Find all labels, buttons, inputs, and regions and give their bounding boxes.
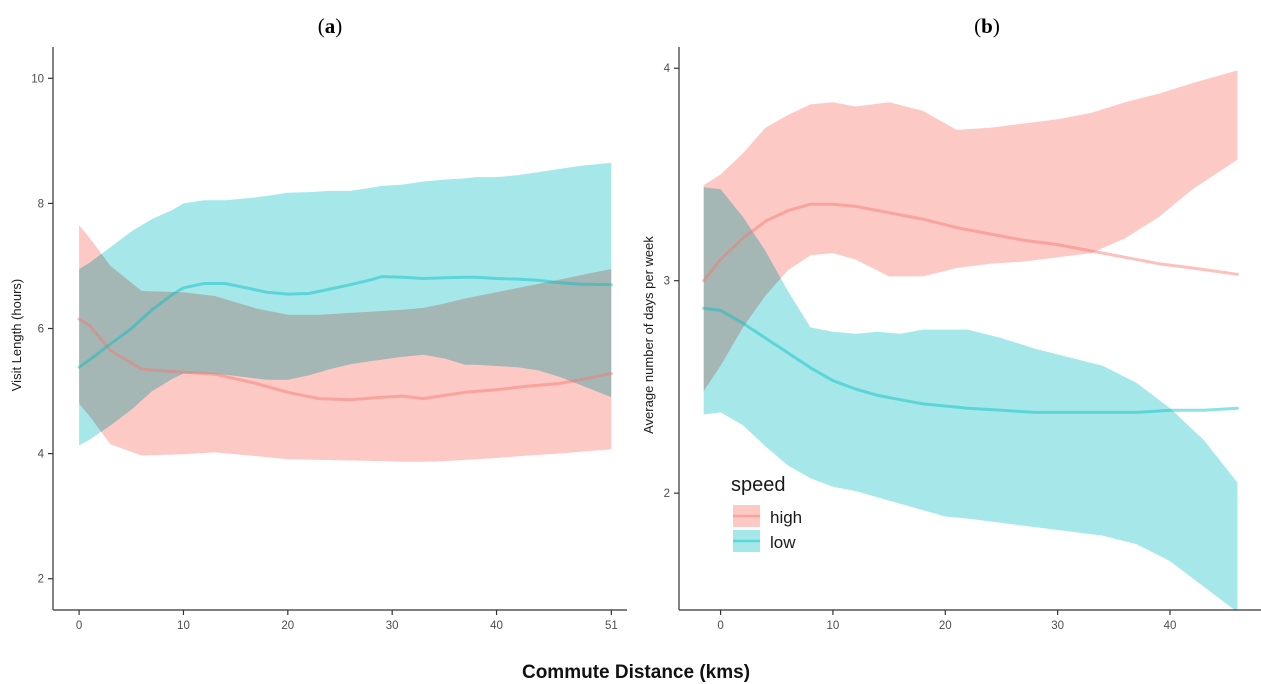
x-tick-label: 30 [1051,620,1064,632]
x-tick-label: 10 [177,620,190,632]
legend-item-low: low [733,530,796,552]
x-tick-label: 10 [827,620,840,632]
panel-b: (b) 2 3 4 0 10 20 30 40 Average number of days… [641,14,1261,632]
y-tick-label: 10 [31,73,44,85]
x-tick-label: 51 [605,620,618,632]
legend-label-low: low [770,533,796,552]
legend-label-high: high [770,508,802,527]
x-tick-label: 0 [76,620,82,632]
line-high-b [702,202,1239,283]
x-tick-label: 40 [490,620,503,632]
y-axis-title-b: Average number of days per week [641,236,656,434]
x-tick-label: 20 [939,620,952,632]
x-ticks-a: 0 10 20 30 40 51 [76,610,618,632]
x-ticks-b: 0 10 20 30 40 [717,610,1176,632]
y-tick-label: 4 [38,449,45,461]
y-tick-label: 2 [38,574,44,586]
confidence-bands-a [79,162,612,462]
figure-x-axis-title: Commute Distance (kms) [522,662,750,683]
legend-title: speed [731,474,786,496]
y-ticks-b: 2 3 4 [664,63,679,500]
x-tick-label: 30 [386,620,399,632]
legend-key-low-fill [733,530,760,552]
panel-a: (a) 2 4 6 8 10 0 10 20 30 40 51 Visit Length (hou… [9,14,627,632]
series-lines-b [702,202,1239,414]
line-high-a [77,317,613,402]
y-tick-label: 8 [38,198,44,210]
y-tick-label: 2 [664,488,670,500]
line-low-b [702,306,1239,414]
line-low-a [77,275,613,369]
y-tick-label: 4 [664,63,671,75]
y-tick-label: 6 [38,324,44,336]
y-axis-title-a: Visit Length (hours) [9,279,24,392]
legend-key-high-fill [733,505,760,527]
x-tick-label: 0 [717,620,723,632]
x-tick-label: 20 [281,620,294,632]
band-low-b [703,187,1238,610]
band-low-a [79,162,612,446]
legend: speed high low [731,474,802,552]
panel-a-label: (a) [318,14,343,38]
series-lines-a [77,275,613,402]
confidence-bands-b [703,70,1238,610]
x-tick-label: 40 [1164,620,1177,632]
panel-b-label: (b) [974,14,1000,38]
y-ticks-a: 2 4 6 8 10 [31,73,53,586]
band-high-b [703,70,1238,392]
legend-item-high: high [733,505,802,527]
y-tick-label: 3 [664,276,670,288]
